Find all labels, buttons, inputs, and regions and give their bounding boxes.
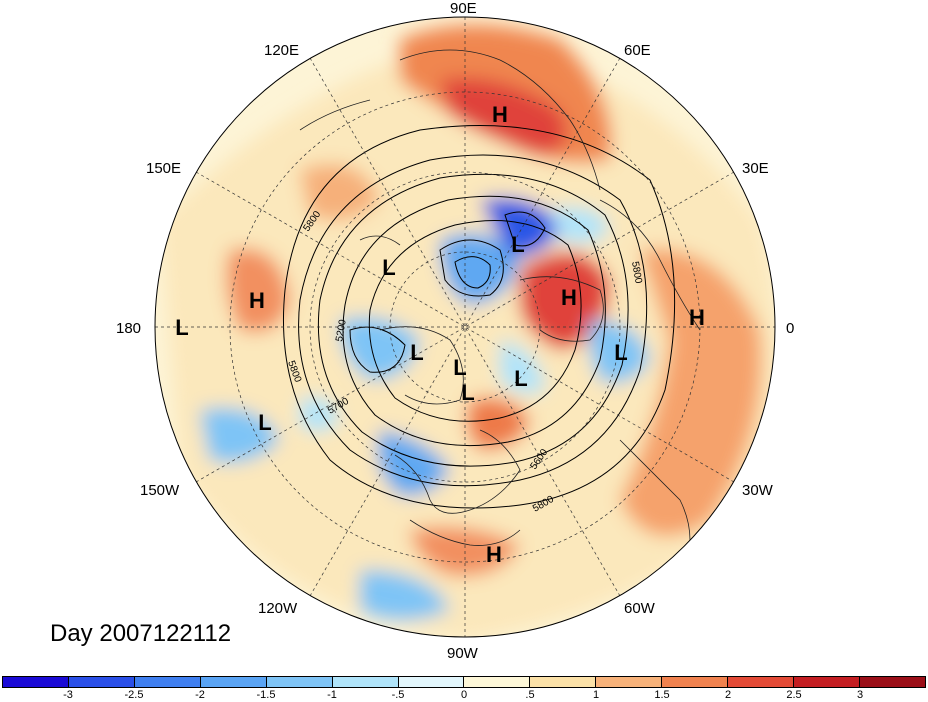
lon-label-90w: 90W: [447, 645, 478, 662]
map-boundary: [154, 16, 776, 638]
height-contours: [282, 125, 676, 509]
low-marker: L: [175, 315, 188, 340]
colorbar-segment: [728, 677, 795, 687]
colorbar-tick-label: -2: [195, 689, 205, 701]
colorbar-tick-label: -1.5: [256, 689, 276, 701]
colorbar-segment: [266, 677, 333, 687]
lon-label-90e: 90E: [450, 0, 477, 17]
colorbar-tick-label: -3: [63, 689, 73, 701]
colorbar-tick-label: 2: [724, 689, 732, 701]
colorbar-segment: [68, 677, 135, 687]
colorbar-segment: [662, 677, 729, 687]
colorbar-tick-label: 2.5: [786, 689, 802, 701]
lon-label-120w: 120W: [258, 600, 298, 617]
low-marker: L: [514, 366, 527, 391]
colorbar-segment: [134, 677, 201, 687]
high-marker: H: [492, 102, 508, 127]
high-marker: H: [486, 542, 502, 567]
colorbar-segment: [3, 677, 69, 687]
colorbar: [2, 676, 926, 688]
contour-label: 5200: [334, 318, 349, 342]
high-marker: H: [689, 305, 705, 330]
colorbar-tick-label: -2.5: [124, 689, 144, 701]
colorbar-tick-label: -1: [327, 689, 337, 701]
low-marker: L: [410, 340, 423, 365]
anomaly-field: [155, 17, 775, 637]
colorbar-segment: [794, 677, 860, 687]
lon-label-150w: 150W: [140, 482, 180, 499]
colorbar-tick-label: 1.5: [654, 689, 670, 701]
colorbar-tick-label: -.5: [391, 689, 405, 701]
colorbar-segment: [398, 677, 465, 687]
colorbar-tick-label: 3: [856, 689, 864, 701]
colorbar-segment: [332, 677, 399, 687]
colorbar-tick-label: 0: [460, 689, 468, 701]
colorbar-tick-label: 1: [592, 689, 600, 701]
lon-label-150e: 150E: [146, 160, 182, 177]
high-marker: H: [561, 285, 577, 310]
colorbar-segment: [859, 677, 925, 687]
low-marker: L: [258, 410, 271, 435]
contour-label: 5800: [629, 261, 644, 285]
low-marker: L: [511, 232, 524, 257]
lon-label-120e: 120E: [264, 42, 300, 59]
colorbar-segment: [530, 677, 597, 687]
pressure-markers: H H H H H L L L L L L L L L: [175, 102, 705, 567]
lon-label-60w: 60W: [624, 600, 655, 617]
colorbar-tick-label: .5: [525, 689, 535, 701]
lon-label-0: 0: [786, 320, 795, 337]
lon-label-60e: 60E: [624, 42, 651, 59]
lon-label-30e: 30E: [742, 160, 769, 177]
graticule: [155, 17, 775, 637]
colorbar-segment: [200, 677, 267, 687]
high-marker: H: [249, 288, 265, 313]
low-marker: L: [614, 340, 627, 365]
lon-label-180: 180: [116, 320, 142, 337]
colorbar-segment: [464, 677, 531, 687]
lon-label-30w: 30W: [742, 482, 773, 499]
low-marker: L: [453, 355, 466, 380]
colorbar-segment: [596, 677, 663, 687]
map-title: Day 2007122112: [50, 620, 232, 647]
low-marker: L: [461, 380, 474, 405]
low-marker: L: [382, 255, 395, 280]
